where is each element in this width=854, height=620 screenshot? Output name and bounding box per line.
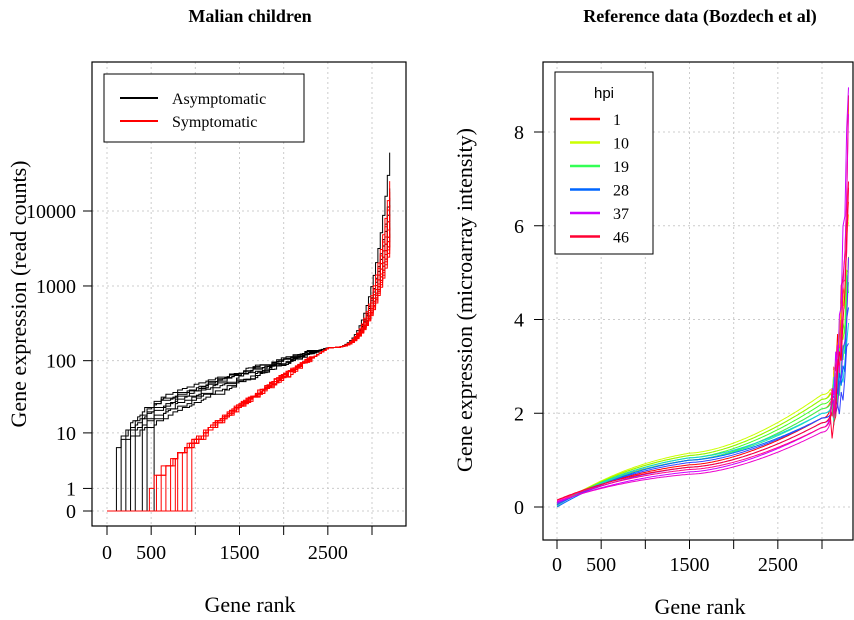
x-tick-label: 1500 [220, 542, 260, 564]
y-tick-label: 1 [66, 478, 76, 500]
series-line-hpi-43 [556, 187, 849, 501]
right-x-axis: 0 500 1500 2500 [552, 540, 823, 576]
right-y-axis-label: Gene expression (microarray intensity) [452, 128, 477, 472]
series-line-hpi-10 [556, 222, 849, 507]
legend-label-asymptomatic: Asymptomatic [172, 91, 266, 108]
y-tick-label: 0 [514, 497, 524, 519]
left-y-axis: 01 10 100 1000 10000 [26, 201, 92, 523]
series-line-hpi-13 [556, 269, 849, 507]
series-line-symptomatic-9 [107, 191, 391, 512]
x-tick-label: 2500 [308, 542, 348, 564]
y-tick-label: 100 [46, 351, 76, 373]
series-line-asymptomatic-0 [107, 152, 391, 512]
right-legend-title: hpi [594, 85, 614, 102]
y-tick-label: 1000 [36, 276, 76, 298]
left-panel-title: Malian children [188, 6, 311, 26]
left-legend-box [103, 73, 305, 143]
series-line-symptomatic-16 [107, 240, 391, 512]
right-plot-frame [542, 61, 854, 541]
legend-label-hpi-19: 19 [613, 159, 629, 176]
y-tick-label: 6 [514, 216, 524, 238]
right-legend: hpi 1 10 19 28 37 46 [554, 71, 654, 255]
x-tick-label: 1500 [670, 554, 710, 576]
series-line-symptomatic-17 [107, 245, 391, 512]
y-tick-label: 0 [66, 501, 76, 523]
y-tick-label: 2 [514, 403, 524, 425]
legend-label-hpi-37: 37 [613, 206, 629, 223]
panel-reference-data: Reference data (Bozdech et al) 0 500 1500 2… [452, 6, 854, 619]
series-line-asymptomatic-2 [107, 197, 391, 512]
right-legend-box [554, 71, 654, 255]
legend-label-hpi-1: 1 [613, 112, 621, 129]
legend-label-symptomatic: Symptomatic [172, 114, 257, 131]
series-line-hpi-40 [556, 114, 849, 502]
series-line-asymptomatic-5 [107, 222, 391, 512]
right-y-axis: 0 2 4 6 8 [514, 122, 543, 519]
right-x-axis-label: Gene rank [654, 594, 745, 619]
x-tick-label: 0 [102, 542, 112, 564]
series-line-symptomatic-13 [107, 227, 391, 512]
left-x-axis-label: Gene rank [204, 592, 295, 617]
left-grid [92, 62, 406, 526]
x-tick-label: 500 [136, 542, 166, 564]
y-tick-label: 8 [514, 122, 524, 144]
x-tick-label: 0 [552, 554, 562, 576]
series-line-hpi-46 [556, 181, 849, 501]
left-legend: Asymptomatic Symptomatic [103, 73, 305, 143]
legend-label-hpi-46: 46 [613, 230, 629, 247]
series-line-asymptomatic-4 [107, 214, 391, 512]
legend-label-hpi-28: 28 [613, 183, 629, 200]
y-tick-label: 4 [514, 310, 524, 332]
right-series-lines [556, 87, 849, 508]
series-line-symptomatic-11 [107, 214, 391, 512]
right-legend-items: 1 10 19 28 37 46 [570, 112, 629, 247]
series-line-hpi-37 [556, 87, 849, 503]
left-series-lines [107, 152, 391, 512]
series-line-asymptomatic-3 [107, 205, 391, 512]
right-panel-title: Reference data (Bozdech et al) [583, 6, 817, 27]
series-line-symptomatic-12 [107, 222, 391, 512]
y-tick-label: 10000 [26, 201, 76, 223]
series-line-asymptomatic-1 [107, 188, 391, 512]
series-line-symptomatic-10 [107, 205, 391, 512]
series-line-asymptomatic-6 [107, 227, 391, 512]
left-x-axis: 0 500 1500 2500 [102, 526, 373, 564]
panel-malian-children: Malian children 0 500 1500 2500 01101001000… [6, 6, 407, 617]
x-tick-label: 500 [586, 554, 616, 576]
series-line-hpi-25 [556, 322, 849, 507]
left-y-axis-label: Gene expression (read counts) [6, 161, 31, 428]
x-tick-label: 2500 [758, 554, 798, 576]
y-tick-label: 10 [56, 423, 76, 445]
legend-label-hpi-10: 10 [613, 136, 629, 153]
left-plot-frame [91, 61, 407, 527]
